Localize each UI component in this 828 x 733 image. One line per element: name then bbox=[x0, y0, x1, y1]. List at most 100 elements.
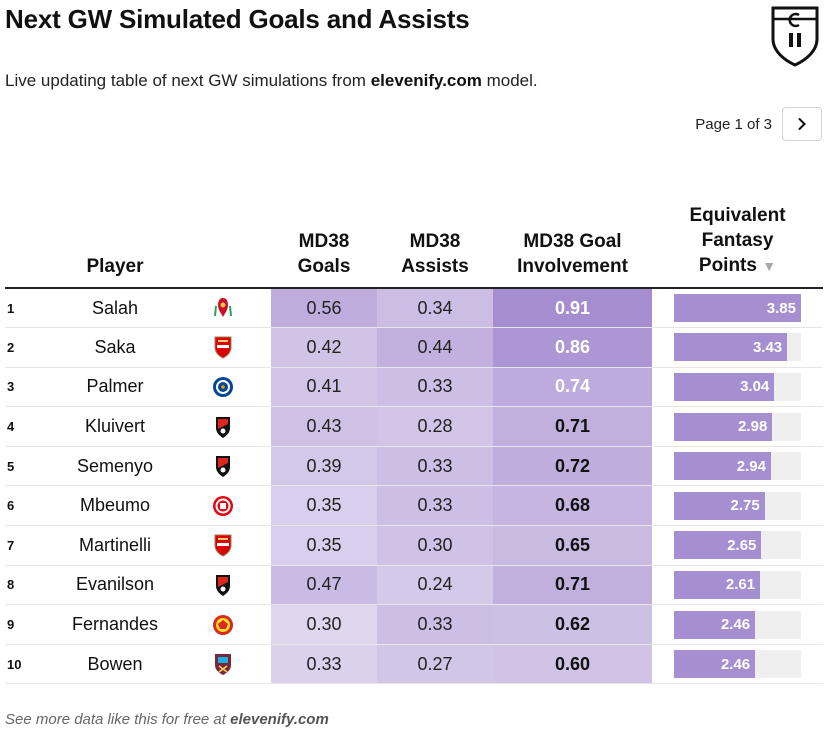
crest-header bbox=[175, 198, 271, 289]
table-row[interactable]: 2 Saka 0.42 0.44 0.86 3.43 bbox=[5, 327, 823, 368]
fantasy-points-bar bbox=[674, 333, 788, 362]
fp-header-line2: Fantasy bbox=[701, 230, 774, 251]
fantasy-points-bar-track: 2.94 bbox=[674, 452, 801, 481]
table-row[interactable]: 7 Martinelli 0.35 0.30 0.65 2.65 bbox=[5, 525, 823, 566]
table-body: 1 Salah 0.56 0.34 0.91 3.85 2 Saka 0.42 0.44 0.86 3… bbox=[5, 288, 823, 685]
west-ham-crest-icon bbox=[215, 654, 231, 676]
assists-cell: 0.44 bbox=[377, 327, 493, 368]
player-name-cell: Saka bbox=[55, 327, 175, 368]
assists-cell: 0.30 bbox=[377, 525, 493, 566]
player-name-cell: Martinelli bbox=[55, 525, 175, 566]
fantasy-points-cell: 2.98 bbox=[652, 406, 823, 447]
goal-involvement-cell: 0.71 bbox=[493, 565, 652, 606]
bournemouth-crest-icon bbox=[216, 416, 230, 438]
goals-header[interactable]: MD38 Goals bbox=[271, 198, 377, 289]
table-row[interactable]: 5 Semenyo 0.39 0.33 0.72 2.94 bbox=[5, 446, 823, 487]
club-crest-cell bbox=[175, 327, 271, 368]
goal-involvement-header[interactable]: MD38 Goal Involvement bbox=[493, 198, 652, 289]
assists-cell: 0.33 bbox=[377, 446, 493, 487]
fantasy-points-cell: 2.75 bbox=[652, 485, 823, 527]
goal-involvement-cell: 0.65 bbox=[493, 525, 652, 566]
rank-header bbox=[5, 198, 55, 289]
assists-header[interactable]: MD38 Assists bbox=[377, 198, 493, 289]
goals-cell: 0.56 bbox=[271, 288, 377, 329]
goal-involvement-cell: 0.62 bbox=[493, 604, 652, 645]
fantasy-points-bar bbox=[674, 610, 756, 639]
fantasy-points-bar-track: 2.46 bbox=[674, 610, 801, 639]
club-crest-cell bbox=[175, 485, 271, 527]
player-header[interactable]: Player bbox=[55, 198, 175, 289]
page-indicator: Page 1 of 3 bbox=[695, 115, 772, 133]
assists-cell: 0.33 bbox=[377, 367, 493, 408]
fantasy-points-label: 2.46 bbox=[720, 655, 751, 673]
assists-header-line1: MD38 bbox=[409, 231, 461, 252]
fantasy-points-label: 3.85 bbox=[766, 299, 796, 317]
fantasy-points-cell: 3.43 bbox=[652, 327, 823, 368]
fantasy-points-bar-track: 2.98 bbox=[674, 412, 801, 441]
table-row[interactable]: 6 Mbeumo 0.35 0.33 0.68 2.75 bbox=[5, 485, 823, 527]
footer-note: See more data like this for free at elev… bbox=[5, 711, 329, 728]
rank-cell: 9 bbox=[5, 604, 55, 645]
subtitle-prefix: Live updating table of next GW simulatio… bbox=[5, 71, 371, 90]
player-name-cell: Evanilson bbox=[55, 565, 175, 606]
subtitle-brand-link[interactable]: elevenify.com bbox=[370, 71, 482, 90]
next-page-button[interactable] bbox=[782, 107, 822, 141]
fantasy-points-bar bbox=[674, 372, 775, 401]
goals-cell: 0.43 bbox=[271, 406, 377, 447]
goals-cell: 0.42 bbox=[271, 327, 377, 368]
fantasy-points-bar-track: 2.46 bbox=[674, 650, 801, 679]
table-row[interactable]: 1 Salah 0.56 0.34 0.91 3.85 bbox=[5, 288, 823, 329]
table-row[interactable]: 10 Bowen 0.33 0.27 0.60 2.46 bbox=[5, 644, 823, 685]
club-crest-cell bbox=[175, 406, 271, 447]
page-subtitle: Live updating table of next GW simulatio… bbox=[5, 71, 538, 91]
player-name-cell: Bowen bbox=[55, 644, 175, 685]
goal-involvement-cell: 0.91 bbox=[493, 288, 652, 329]
fantasy-points-label: 2.61 bbox=[725, 576, 756, 594]
rank-cell: 1 bbox=[5, 288, 55, 329]
club-crest-cell bbox=[175, 446, 271, 487]
goal-involvement-cell: 0.71 bbox=[493, 406, 652, 447]
rank-cell: 8 bbox=[5, 565, 55, 606]
fantasy-points-bar bbox=[674, 570, 761, 599]
footer-prefix: See more data like this for free at bbox=[5, 711, 231, 728]
goal-involvement-cell: 0.86 bbox=[493, 327, 652, 368]
club-crest-cell bbox=[175, 565, 271, 606]
player-name-cell: Mbeumo bbox=[55, 485, 175, 527]
bournemouth-crest-icon bbox=[216, 574, 230, 596]
table-row[interactable]: 8 Evanilson 0.47 0.24 0.71 2.61 bbox=[5, 565, 823, 606]
fantasy-points-label: 2.46 bbox=[720, 616, 751, 634]
subtitle-suffix: model. bbox=[481, 71, 538, 90]
assists-cell: 0.24 bbox=[377, 565, 493, 606]
fantasy-points-bar bbox=[674, 491, 765, 520]
assists-header-line2: Assists bbox=[401, 256, 469, 277]
fantasy-points-bar-track: 2.65 bbox=[674, 531, 801, 560]
fantasy-points-label: 3.43 bbox=[752, 338, 783, 356]
goals-cell: 0.47 bbox=[271, 565, 377, 606]
goals-cell: 0.41 bbox=[271, 367, 377, 408]
rank-cell: 6 bbox=[5, 485, 55, 527]
rank-cell: 10 bbox=[5, 644, 55, 685]
pagination: Page 1 of 3 bbox=[695, 107, 822, 141]
club-crest-cell bbox=[175, 525, 271, 566]
fantasy-points-cell: 2.65 bbox=[652, 525, 823, 566]
table-header-row: Player MD38 Goals MD38 Assists MD38 Goal In… bbox=[5, 198, 823, 289]
goals-cell: 0.35 bbox=[271, 485, 377, 527]
table-row[interactable]: 9 Fernandes 0.30 0.33 0.62 2.46 bbox=[5, 604, 823, 645]
arsenal-crest-icon bbox=[214, 534, 232, 557]
liverpool-crest-icon bbox=[214, 298, 232, 318]
rank-cell: 7 bbox=[5, 525, 55, 566]
fp-header-line1: Equivalent bbox=[689, 205, 786, 226]
fantasy-points-cell: 2.46 bbox=[652, 644, 823, 685]
rank-cell: 4 bbox=[5, 406, 55, 447]
table-row[interactable]: 4 Kluivert 0.43 0.28 0.71 2.98 bbox=[5, 406, 823, 447]
chelsea-crest-icon bbox=[213, 376, 233, 397]
player-name-cell: Kluivert bbox=[55, 406, 175, 447]
footer-brand-link[interactable]: elevenify.com bbox=[230, 711, 329, 728]
table-row[interactable]: 3 Palmer 0.41 0.33 0.74 3.04 bbox=[5, 367, 823, 408]
fantasy-points-header[interactable]: Equivalent Fantasy Points ▼ bbox=[652, 198, 823, 289]
fantasy-points-bar-track: 2.75 bbox=[674, 491, 801, 520]
goals-cell: 0.39 bbox=[271, 446, 377, 487]
fantasy-points-bar-track: 3.04 bbox=[674, 372, 801, 401]
goals-cell: 0.35 bbox=[271, 525, 377, 566]
player-name-cell: Palmer bbox=[55, 367, 175, 408]
